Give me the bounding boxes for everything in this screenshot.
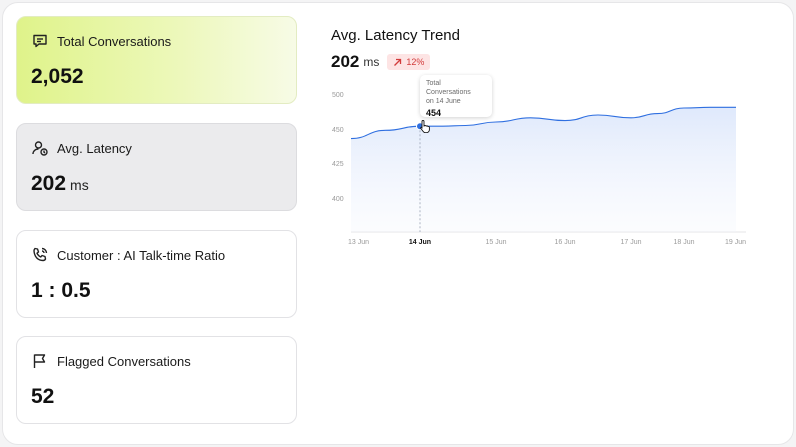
y-tick-label: 400 <box>332 196 344 203</box>
x-tick-label: 18 Jun <box>673 239 694 246</box>
x-tick-label: 17 Jun <box>620 239 641 246</box>
talk-time-ratio-card[interactable]: Customer : AI Talk-time Ratio 1 : 0.5 <box>16 230 297 318</box>
card-value: 2,052 <box>31 65 84 88</box>
chart-tooltip: Total Conversations on 14 June 454 <box>420 75 492 118</box>
user-clock-icon <box>31 139 49 157</box>
chart-title: Avg. Latency Trend <box>331 27 460 44</box>
x-tick-label: 16 Jun <box>554 239 575 246</box>
hand-cursor-icon <box>420 120 430 133</box>
metric-unit: ms <box>363 55 380 69</box>
y-tick-label: 450 <box>332 127 344 134</box>
card-value: 202 ms <box>31 172 89 195</box>
tooltip-title: Total Conversations on 14 June <box>426 80 471 105</box>
x-tick-label: 13 Jun <box>348 239 369 246</box>
metric-value: 202 <box>331 52 360 71</box>
card-label: Total Conversations <box>57 33 172 49</box>
x-tick-label: 19 Jun <box>725 239 746 246</box>
change-badge: 12% <box>387 54 431 70</box>
card-label: Flagged Conversations <box>57 353 191 369</box>
series-area <box>351 107 736 232</box>
flagged-conversations-card[interactable]: Flagged Conversations 52 <box>16 336 297 424</box>
card-label: Avg. Latency <box>57 140 132 156</box>
y-tick-label: 500 <box>332 92 344 99</box>
chart-metric: 202 ms 12% <box>331 52 431 72</box>
chat-icon <box>31 32 49 50</box>
change-value: 12% <box>406 57 425 67</box>
x-tick-label: 15 Jun <box>485 239 506 246</box>
flag-icon <box>31 352 49 370</box>
card-value: 1 : 0.5 <box>31 279 91 302</box>
tooltip-value: 454 <box>426 108 442 118</box>
x-tick-label: 14 Jun <box>409 239 431 246</box>
arrow-up-right-icon <box>394 58 402 66</box>
latency-trend-chart[interactable]: 500 450 425 400 13 Jun 14 Jun 15 Jun 16 Jun 17 J… <box>326 80 756 250</box>
y-tick-label: 425 <box>332 161 344 168</box>
phone-icon <box>31 246 49 264</box>
card-value: 52 <box>31 385 55 408</box>
card-label: Customer : AI Talk-time Ratio <box>57 247 226 263</box>
avg-latency-card[interactable]: Avg. Latency 202 ms <box>16 123 297 211</box>
total-conversations-card[interactable]: Total Conversations 2,052 <box>16 16 297 104</box>
